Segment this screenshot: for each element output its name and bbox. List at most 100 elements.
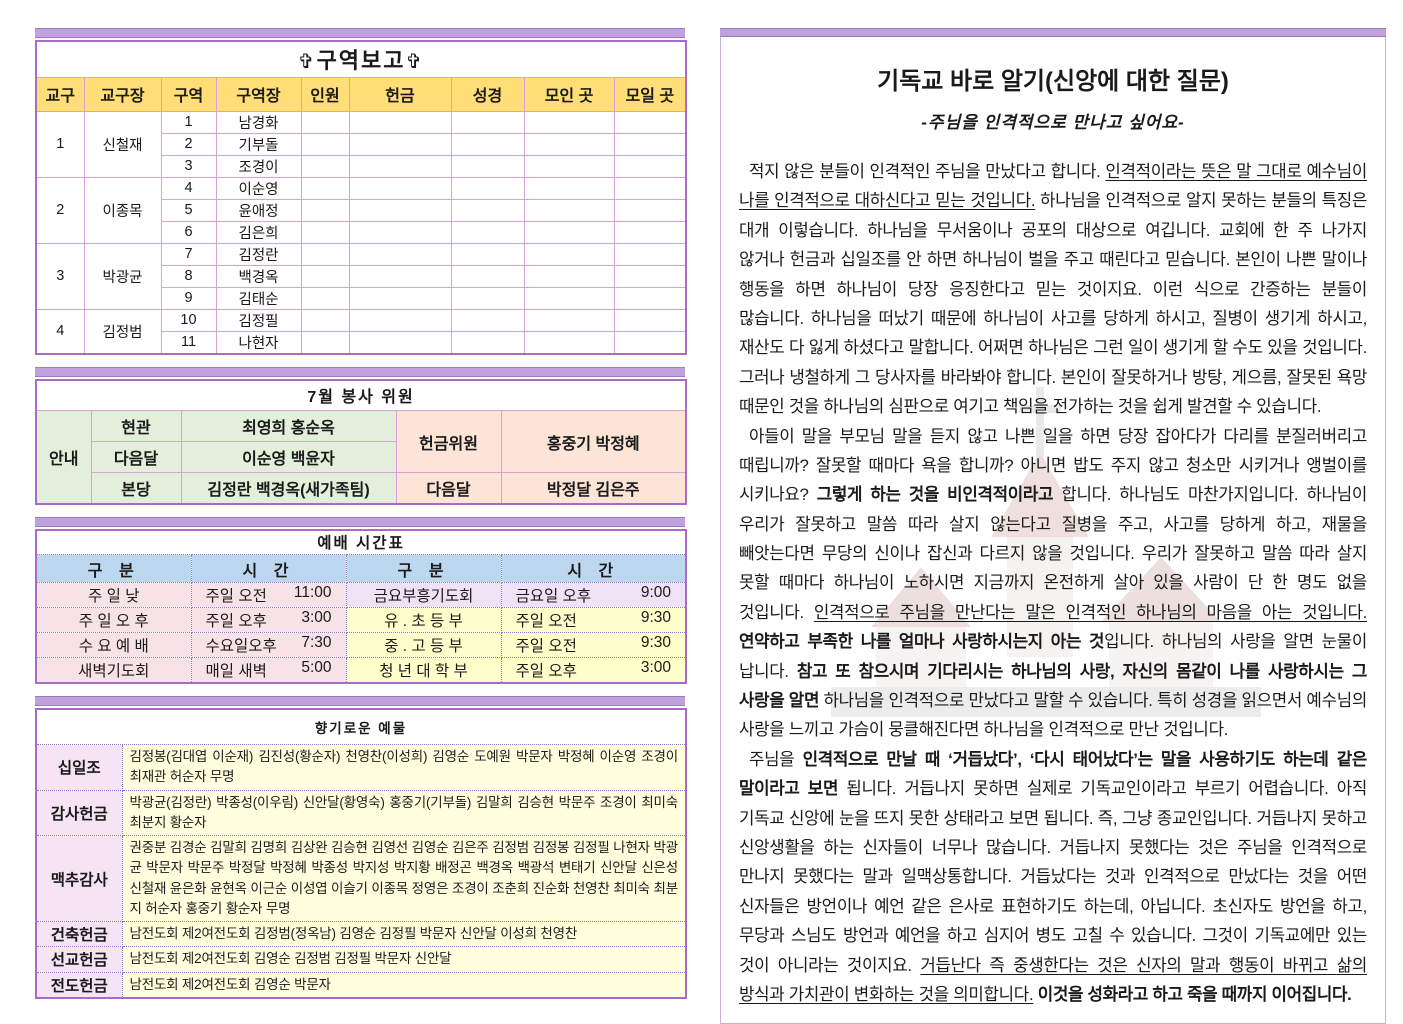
table-cell (348, 264, 452, 288)
table-cell: 금요일 오후 9:00 (500, 582, 687, 608)
committee-names: 홍중기 박정혜 (500, 410, 687, 473)
table-row: 1 신철재 1 남경화 (35, 110, 687, 178)
column-header: 구역장 (215, 76, 302, 112)
table-cell (300, 176, 350, 200)
table-cell (300, 330, 350, 354)
cross-icon: ✞ (297, 51, 317, 74)
section-divider-bar (720, 28, 1386, 37)
article-text: 적지 않은 분들이 인격적인 주님을 만났다고 합니다. 인격적이라는 뜻은 말… (739, 157, 1367, 1009)
table-cell (613, 110, 687, 134)
table-cell (523, 220, 615, 244)
table-cell: 기부돌 (215, 132, 302, 156)
table-cell: 금요부흥기도회 (345, 582, 502, 608)
table-row: 2 이종목 4 이순영 (35, 176, 687, 244)
left-column: ✞구역보고✞ 교구 교구장 구역 구역장 인원 헌금 성경 모인 곳 모일 곳 1 신철재 1 남경화… (35, 28, 688, 1011)
table-cell (300, 198, 350, 222)
column-header: 모일 곳 (613, 76, 687, 112)
right-column: 기독교 바로 알기(신앙에 대한 질문) -주님을 인격적으로 만나고 싶어요-… (720, 28, 1386, 1024)
column-header: 교구장 (83, 76, 162, 112)
table-cell: 1 (35, 110, 85, 178)
column-header: 헌금 (348, 76, 452, 112)
church-bulletin-page: ✞구역보고✞ 교구 교구장 구역 구역장 인원 헌금 성경 모인 곳 모일 곳 1 신철재 1 남경화… (35, 28, 1386, 1024)
table-cell: 4 (160, 176, 217, 200)
table-cell (613, 308, 687, 332)
table-cell (348, 220, 452, 244)
table-cell (613, 264, 687, 288)
table-cell (613, 242, 687, 266)
church-watermark-image (831, 387, 1261, 717)
table-cell: 유 . 초 등 부 (345, 607, 502, 633)
table-cell: 선교헌금 (35, 946, 123, 973)
district-report-table: ✞구역보고✞ 교구 교구장 구역 구역장 인원 헌금 성경 모인 곳 모일 곳 1 신철재 1 남경화… (35, 40, 688, 355)
table-cell (348, 198, 452, 222)
service-committee-title: 7월 봉사 위원 (35, 379, 687, 411)
district-report-header-row: 교구 교구장 구역 구역장 인원 헌금 성경 모인 곳 모일 곳 (35, 76, 687, 112)
table-cell (523, 154, 615, 178)
table-cell: 중 . 고 등 부 (345, 632, 502, 658)
table-cell: 남전도회 제2여전도회 김정범(정옥남) 김영순 김정필 박문자 신안달 이성희… (121, 920, 687, 948)
table-cell: 청 년 대 학 부 (345, 657, 502, 683)
table-cell: 박광균 (83, 242, 162, 310)
section-divider-bar (35, 366, 685, 377)
table-cell: 주일 오전 11:00 (190, 582, 347, 608)
table-cell: 김은희 (215, 220, 302, 244)
committee-names: 최영희 홍순옥 (180, 410, 397, 442)
article-subtitle: -주님을 인격적으로 만나고 싶어요- (921, 113, 1185, 132)
table-cell: 수 요 예 배 (35, 632, 192, 658)
committee-names: 김정란 백경옥(새가족팀) (180, 472, 397, 504)
table-cell: 윤애정 (215, 198, 302, 222)
table-cell: 남경화 (215, 110, 302, 134)
table-row: 주 일 오 후 주일 오후 3:00 유 . 초 등 부 주일 오전 9:30 (35, 607, 687, 633)
table-cell: 2 (35, 176, 85, 244)
section-divider-bar (35, 695, 685, 706)
table-cell: 김태순 (215, 286, 302, 310)
column-header: 구 분 (345, 554, 502, 583)
table-cell (523, 176, 615, 200)
table-cell (613, 198, 687, 222)
section-service-committee: 7월 봉사 위원 안내 현관 최영희 홍순옥 헌금위원 홍중기 박정혜 다음달 … (35, 366, 688, 505)
section-divider-bar (35, 28, 685, 38)
article-title: 기독교 바로 알기(신앙에 대한 질문) (877, 68, 1229, 95)
committee-names: 박정달 김은주 (500, 472, 687, 504)
article-panel: 기독교 바로 알기(신앙에 대한 질문) -주님을 인격적으로 만나고 싶어요-… (720, 37, 1386, 1024)
table-cell: 권중분 김경순 김말희 김명희 김상완 김승현 김영선 김영순 김은주 김정범 … (121, 835, 687, 922)
section-district-report: ✞구역보고✞ 교구 교구장 구역 구역장 인원 헌금 성경 모인 곳 모일 곳 1 신철재 1 남경화… (35, 28, 688, 355)
column-header: 인원 (300, 76, 350, 112)
section-offerings: 향기로운 예물 십일조 김정봉(김대엽 이순재) 김진성(황순자) 천영찬(이성희… (35, 695, 687, 999)
table-cell: 이순영 (215, 176, 302, 200)
table-cell: 남전도회 제2여전도회 김영순 박문자 (121, 971, 687, 999)
table-cell: 전도헌금 (35, 971, 123, 999)
table-cell (450, 110, 525, 134)
table-cell: 주일 오전 9:30 (500, 607, 687, 633)
table-cell (613, 220, 687, 244)
column-header: 교구 (35, 76, 85, 112)
table-cell: 감사헌금 (35, 789, 123, 836)
table-row: 2 기부돌 (36, 132, 687, 156)
table-cell (450, 154, 525, 178)
table-cell (613, 154, 687, 178)
table-cell (348, 242, 452, 266)
table-cell (348, 330, 452, 354)
table-cell (523, 132, 615, 156)
table-row: 11 나현자 (36, 330, 687, 354)
table-cell (348, 308, 452, 332)
table-cell: 조경이 (215, 154, 302, 178)
table-cell: 김정봉(김대엽 이순재) 김진성(황순자) 천영찬(이성희) 김영순 도예원 박… (121, 744, 687, 791)
table-cell (348, 176, 452, 200)
table-cell: 김정란 (215, 242, 302, 266)
table-row: 새벽기도회 매일 새벽 5:00 청 년 대 학 부 주일 오후 3:00 (35, 657, 687, 683)
table-cell: 신철재 (83, 110, 162, 178)
table-cell: 11 (160, 330, 217, 354)
worship-schedule-title: 예배 시간표 (35, 529, 687, 555)
table-cell (348, 132, 452, 156)
table-cell (613, 286, 687, 310)
paragraph: 적지 않은 분들이 인격적인 주님을 만났다고 합니다. 인격적이라는 뜻은 말… (739, 162, 1368, 417)
table-cell: 9 (160, 286, 217, 310)
table-cell: 3 (35, 242, 85, 310)
table-cell: 10 (160, 308, 217, 332)
table-cell (300, 110, 350, 134)
table-cell: 수요일오후 7:30 (190, 632, 347, 658)
table-cell: 6 (160, 220, 217, 244)
table-cell: 맥추감사 (35, 835, 123, 922)
